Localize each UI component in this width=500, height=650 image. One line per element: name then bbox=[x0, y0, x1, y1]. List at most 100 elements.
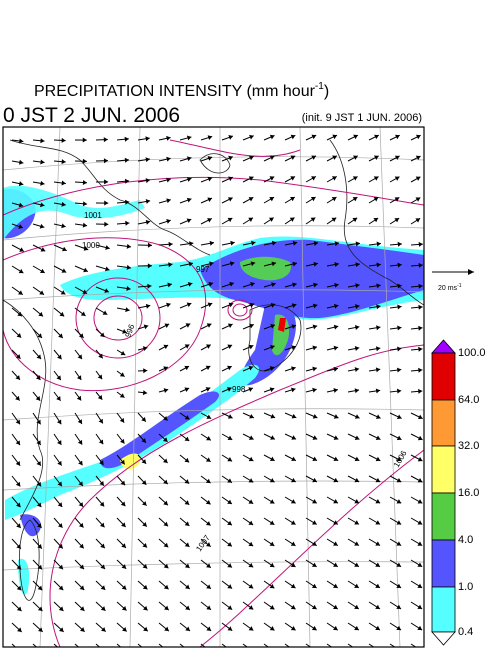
wind-vector-head bbox=[100, 543, 105, 549]
wind-vector-head bbox=[333, 477, 339, 483]
wind-vector-head bbox=[58, 564, 64, 570]
wind-vector-head bbox=[291, 477, 296, 483]
wind-vector-head bbox=[396, 604, 402, 609]
wind-vector-head bbox=[269, 155, 275, 161]
wind-vector-head bbox=[248, 155, 254, 161]
wind-vector-head bbox=[354, 435, 360, 440]
wind-vector-head bbox=[375, 346, 381, 352]
wind-vector-head bbox=[184, 436, 190, 441]
wind-vector-head bbox=[18, 159, 24, 165]
wind-vector-head bbox=[207, 176, 213, 182]
wind-vector-head bbox=[354, 414, 360, 419]
precip-cyan bbox=[18, 558, 30, 595]
wind-vector-head bbox=[58, 585, 64, 591]
wind-vector-head bbox=[19, 138, 24, 144]
wind-vector bbox=[179, 643, 185, 647]
wind-vector-head bbox=[248, 456, 254, 462]
wind-vector-head bbox=[15, 354, 21, 359]
wind-vector-head bbox=[83, 267, 88, 273]
wind-vector-head bbox=[290, 520, 296, 525]
wind-vector-head bbox=[310, 217, 316, 222]
wind-vector-head bbox=[331, 197, 337, 202]
color-bar-under bbox=[431, 631, 456, 646]
wind-vector-head bbox=[417, 499, 423, 504]
wind-vector bbox=[32, 643, 38, 647]
wind-vector-head bbox=[354, 583, 359, 588]
wind-vector-head bbox=[313, 261, 318, 267]
wind-vector-head bbox=[270, 435, 275, 440]
wind-vector-head bbox=[375, 414, 381, 419]
isobar bbox=[75, 277, 161, 359]
wind-vector-head bbox=[143, 368, 148, 374]
wind-vector-head bbox=[417, 625, 423, 631]
wind-vector-head bbox=[99, 332, 105, 338]
wind-vector-head bbox=[166, 302, 171, 308]
wind-vector-head bbox=[292, 261, 297, 267]
wind-vector-head bbox=[417, 414, 423, 420]
wind-vector-head bbox=[145, 157, 150, 163]
wind-vector-head bbox=[185, 605, 190, 610]
wind-vector-head bbox=[184, 479, 190, 484]
wind-vector-head bbox=[164, 605, 169, 611]
wind-vector-head bbox=[62, 246, 67, 252]
wind-vector-head bbox=[311, 625, 317, 631]
wind-vector-head bbox=[354, 499, 360, 504]
wind-vector-head bbox=[162, 437, 168, 442]
wind-vector-head bbox=[248, 605, 254, 610]
wind-vector-head bbox=[354, 520, 359, 525]
wind-vector-head bbox=[417, 435, 423, 441]
wind-vector-head bbox=[291, 345, 296, 351]
wind-vector-head bbox=[312, 387, 317, 393]
wind-vector-head bbox=[375, 367, 381, 373]
wind-vector-head bbox=[248, 365, 254, 371]
wind-vector-head bbox=[354, 604, 359, 609]
wind-vector-head bbox=[207, 218, 212, 223]
wind-vector-head bbox=[290, 604, 296, 610]
wind-vector-head bbox=[334, 282, 339, 288]
isobar bbox=[49, 344, 424, 647]
wind-vector-head bbox=[355, 304, 360, 309]
precip-red bbox=[278, 318, 286, 332]
wind-vector-head bbox=[83, 246, 89, 251]
wind-vector-head bbox=[163, 415, 168, 421]
wind-vector-head bbox=[418, 241, 423, 247]
wind-vector-head bbox=[103, 158, 108, 164]
init-time: (init. 9 JST 1 JUN. 2006) bbox=[302, 112, 422, 124]
wind-vector bbox=[137, 643, 143, 647]
wind-vector-head bbox=[105, 245, 110, 250]
wind-vector-head bbox=[333, 562, 338, 567]
wind-vector-head bbox=[147, 263, 152, 269]
wind-vector-head bbox=[16, 502, 21, 508]
wind-vector-head bbox=[333, 435, 339, 440]
wind-vector-head bbox=[396, 541, 402, 546]
wind-vector-head bbox=[145, 178, 151, 184]
wind-vector-head bbox=[15, 395, 20, 401]
wind-vector-head bbox=[227, 344, 233, 350]
wind-vector-head bbox=[227, 323, 233, 329]
wind-vector-head bbox=[270, 323, 275, 329]
wind-vector-head bbox=[248, 541, 254, 547]
wind-vector-head bbox=[141, 459, 147, 464]
wind-scale-label: 20 ms-1 bbox=[438, 283, 462, 292]
wind-vector-head bbox=[205, 387, 211, 392]
wind-vector-head bbox=[15, 481, 21, 487]
wind-vector-head bbox=[145, 136, 150, 142]
wind-vector-head bbox=[375, 499, 381, 504]
wind-vector-head bbox=[228, 135, 233, 140]
wind-vector-head bbox=[270, 413, 276, 419]
wind-vector-head bbox=[333, 541, 338, 546]
isobar bbox=[199, 449, 424, 647]
wind-vector-head bbox=[311, 134, 317, 140]
wind-vector-head bbox=[16, 585, 22, 591]
wind-vector-head bbox=[78, 522, 84, 528]
wind-vector-head bbox=[311, 562, 317, 567]
wind-vector-head bbox=[248, 562, 254, 568]
wind-vector-head bbox=[61, 268, 67, 273]
wind-vector-head bbox=[209, 261, 214, 267]
wind-vector-head bbox=[290, 155, 296, 160]
wind-vector-head bbox=[375, 388, 381, 394]
wind-vector-head bbox=[418, 325, 423, 331]
wind-vector-head bbox=[145, 219, 151, 225]
wind-vector-head bbox=[312, 303, 318, 309]
wind-vector-head bbox=[206, 542, 211, 547]
